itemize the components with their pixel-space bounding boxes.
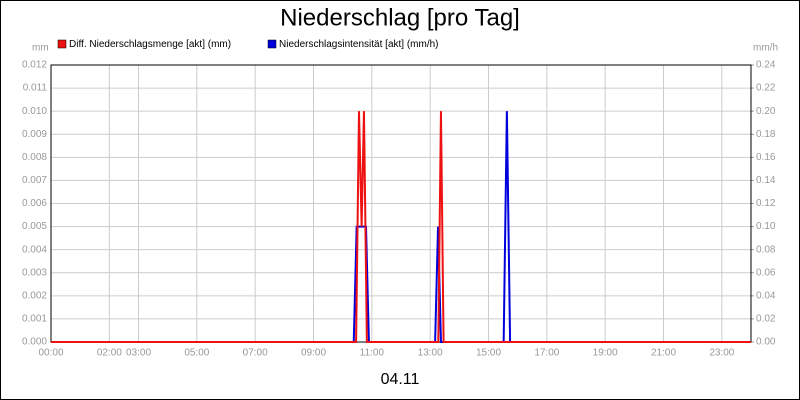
legend-swatch [267,39,277,49]
y-tick-label: 0.003 [22,267,47,278]
y-tick-label: 0.008 [22,152,47,163]
y-tick-label: 0.011 [23,83,48,94]
y-tick-label: 0.007 [22,175,47,186]
x-tick-label: 13:00 [418,348,443,359]
y-tick-label: 0.009 [22,129,47,140]
chart-title: Niederschlag [pro Tag] [280,4,520,31]
legend-label: Diff. Niederschlagsmenge [akt] (mm) [69,39,231,50]
series-line [51,111,751,343]
y2-tick-label: 0.06 [756,267,776,278]
y2-tick-label: 0.24 [756,60,776,71]
x-tick-label: 00:00 [38,348,63,359]
x-tick-label: 05:00 [184,348,209,359]
y-tick-label: 0.006 [22,198,47,209]
y2-tick-label: 0.20 [756,106,776,117]
y2-tick-label: 0.14 [756,175,776,186]
x-tick-label: 17:00 [534,348,559,359]
y2-tick-label: 0.22 [756,83,776,94]
x-tick-label: 09:00 [301,348,326,359]
y-tick-label: 0.002 [22,290,47,301]
y-axis-label: mm [32,43,49,54]
x-tick-label: 03:00 [126,348,151,359]
y2-tick-label: 0.10 [756,221,776,232]
y2-tick-label: 0.08 [756,244,776,255]
legend-label: Niederschlagsintensität [akt] (mm/h) [279,39,439,50]
y-tick-label: 0.005 [22,221,47,232]
x-tick-label: 19:00 [593,348,618,359]
y2-tick-label: 0.12 [756,198,776,209]
series-line [51,111,751,343]
x-tick-label: 11:00 [360,348,385,359]
y2-axis-label: mm/h [753,43,778,54]
legend-swatch [57,39,67,49]
x-tick-label: 21:00 [651,348,676,359]
y-tick-label: 0.004 [22,244,47,255]
y2-tick-label: 0.00 [756,337,776,348]
y2-tick-label: 0.04 [756,290,776,301]
y2-tick-label: 0.02 [756,314,776,325]
x-tick-label: 23:00 [709,348,734,359]
y-tick-label: 0.001 [22,314,47,325]
y-tick-label: 0.012 [22,60,47,71]
x-tick-label: 15:00 [476,348,501,359]
y-tick-label: 0.000 [22,337,47,348]
y2-tick-label: 0.18 [756,129,776,140]
x-axis-label: 04.11 [381,371,420,388]
x-tick-label: 07:00 [243,348,268,359]
y2-tick-label: 0.16 [756,152,776,163]
y-tick-label: 0.010 [22,106,47,117]
x-tick-label: 02:00 [97,348,122,359]
